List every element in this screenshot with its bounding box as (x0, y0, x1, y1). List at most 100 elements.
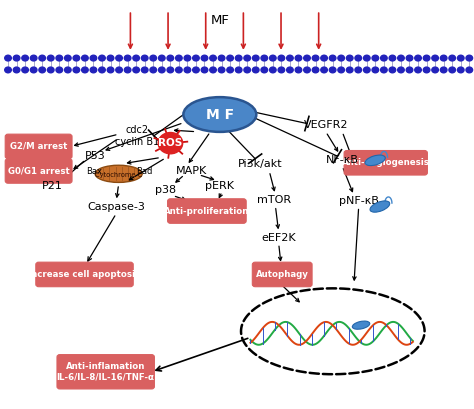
Circle shape (329, 55, 336, 61)
Circle shape (158, 67, 165, 73)
Text: pERK: pERK (205, 181, 234, 191)
Circle shape (124, 67, 131, 73)
Text: Bax: Bax (86, 167, 102, 176)
Circle shape (244, 67, 250, 73)
Text: Pi3k/akt: Pi3k/akt (237, 160, 282, 169)
Text: Bad: Bad (137, 167, 153, 176)
Circle shape (372, 55, 379, 61)
Circle shape (364, 55, 370, 61)
Circle shape (236, 67, 242, 73)
Circle shape (406, 67, 413, 73)
Circle shape (13, 67, 20, 73)
Circle shape (150, 67, 156, 73)
Text: cdc2
cyclin B1: cdc2 cyclin B1 (115, 125, 160, 146)
Circle shape (389, 67, 396, 73)
Circle shape (236, 55, 242, 61)
Ellipse shape (183, 97, 256, 132)
Circle shape (389, 55, 396, 61)
Text: Cytochrome C: Cytochrome C (95, 172, 142, 178)
Circle shape (184, 67, 191, 73)
FancyBboxPatch shape (252, 262, 312, 287)
Text: P53: P53 (85, 151, 106, 161)
Circle shape (201, 55, 208, 61)
Circle shape (192, 67, 199, 73)
FancyBboxPatch shape (344, 151, 428, 175)
Circle shape (22, 67, 28, 73)
Circle shape (5, 55, 11, 61)
Circle shape (56, 67, 63, 73)
Circle shape (355, 67, 362, 73)
Circle shape (5, 67, 11, 73)
Circle shape (90, 67, 97, 73)
Text: pNF-κB: pNF-κB (339, 196, 379, 206)
Circle shape (73, 55, 80, 61)
Circle shape (73, 67, 80, 73)
Text: Increase cell apoptosis: Increase cell apoptosis (28, 270, 141, 279)
Circle shape (13, 55, 20, 61)
Circle shape (270, 55, 276, 61)
Text: NF-κB: NF-κB (326, 155, 359, 165)
Circle shape (141, 55, 148, 61)
Text: M F: M F (206, 108, 234, 121)
Circle shape (22, 55, 28, 61)
Circle shape (261, 67, 268, 73)
Circle shape (423, 55, 430, 61)
Circle shape (175, 55, 182, 61)
Circle shape (219, 67, 225, 73)
Circle shape (133, 55, 139, 61)
Circle shape (39, 55, 46, 61)
Circle shape (116, 67, 122, 73)
Circle shape (201, 67, 208, 73)
Circle shape (364, 67, 370, 73)
Circle shape (253, 67, 259, 73)
FancyBboxPatch shape (57, 355, 155, 389)
Circle shape (158, 133, 182, 154)
Text: Autophagy: Autophagy (256, 270, 309, 279)
Circle shape (82, 67, 88, 73)
Circle shape (355, 55, 362, 61)
Circle shape (175, 67, 182, 73)
Circle shape (406, 55, 413, 61)
Circle shape (415, 67, 421, 73)
Circle shape (99, 67, 105, 73)
Text: MAPK: MAPK (176, 166, 207, 176)
Circle shape (39, 67, 46, 73)
Circle shape (338, 67, 345, 73)
Circle shape (423, 67, 430, 73)
Circle shape (381, 55, 387, 61)
Circle shape (219, 55, 225, 61)
Circle shape (210, 67, 216, 73)
FancyBboxPatch shape (5, 159, 72, 183)
Circle shape (398, 67, 404, 73)
Text: p38: p38 (155, 185, 176, 195)
Circle shape (440, 67, 447, 73)
Circle shape (432, 55, 438, 61)
Circle shape (312, 67, 319, 73)
Circle shape (150, 55, 156, 61)
Ellipse shape (370, 201, 390, 212)
Circle shape (466, 67, 473, 73)
Circle shape (253, 55, 259, 61)
Circle shape (372, 67, 379, 73)
Circle shape (107, 55, 114, 61)
Ellipse shape (352, 321, 370, 329)
Circle shape (346, 67, 353, 73)
Circle shape (270, 67, 276, 73)
Circle shape (287, 55, 293, 61)
Circle shape (304, 67, 310, 73)
Circle shape (261, 55, 268, 61)
Circle shape (210, 55, 216, 61)
Circle shape (244, 55, 250, 61)
Text: Caspase-3: Caspase-3 (87, 202, 145, 211)
Circle shape (141, 67, 148, 73)
Circle shape (82, 55, 88, 61)
Circle shape (457, 67, 464, 73)
Circle shape (321, 55, 328, 61)
Text: G2/M arrest: G2/M arrest (10, 142, 67, 151)
Circle shape (64, 55, 71, 61)
FancyBboxPatch shape (5, 134, 72, 159)
Circle shape (432, 67, 438, 73)
Text: MF: MF (210, 14, 229, 27)
Circle shape (457, 55, 464, 61)
Circle shape (116, 55, 122, 61)
